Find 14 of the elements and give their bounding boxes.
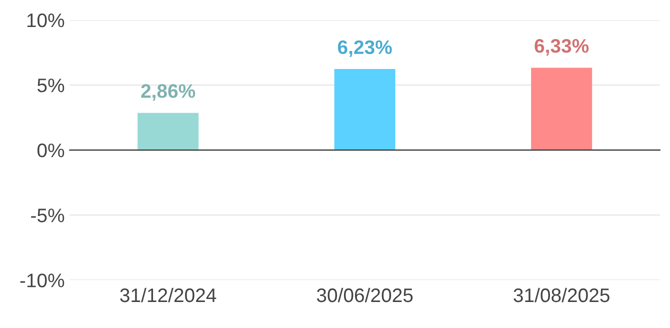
- x-tick-label: 31/12/2024: [120, 288, 216, 302]
- y-tick-label: 10%: [27, 13, 64, 28]
- bar: [138, 112, 199, 150]
- y-tick-label: -5%: [31, 208, 64, 222]
- data-label: 2,86%: [141, 84, 196, 101]
- data-label: 6,33%: [534, 39, 589, 56]
- y-tick-label: 0%: [37, 144, 64, 158]
- y-tick-label: -10%: [20, 274, 64, 288]
- data-label: 6,23%: [338, 40, 392, 57]
- bar: [531, 68, 592, 150]
- x-tick-label: 31/08/2025: [514, 288, 610, 302]
- x-tick-label: 30/06/2025: [316, 288, 413, 302]
- y-tick-label: 5%: [37, 78, 64, 92]
- bar: [334, 69, 396, 150]
